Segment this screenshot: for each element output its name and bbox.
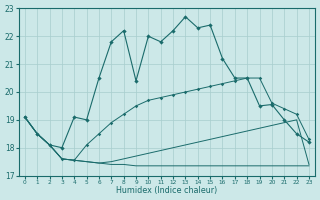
- X-axis label: Humidex (Indice chaleur): Humidex (Indice chaleur): [116, 186, 218, 195]
